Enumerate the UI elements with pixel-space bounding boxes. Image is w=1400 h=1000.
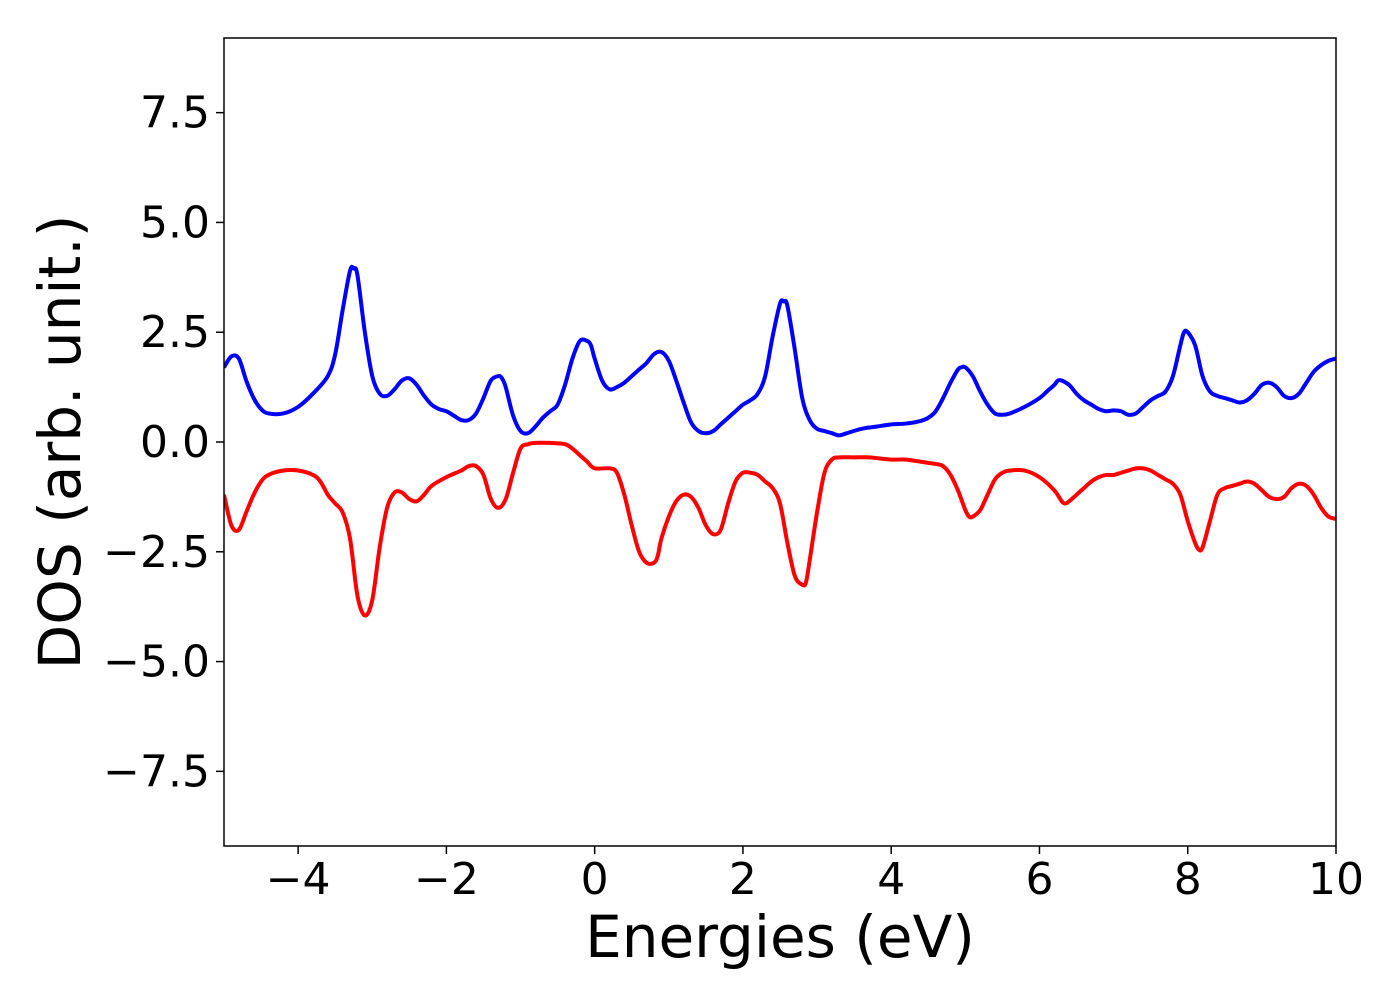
x-axis-label: Energies (eV): [585, 903, 975, 971]
y-axis-label: DOS (arb. unit.): [26, 215, 94, 670]
x-tick-label: 8: [1174, 854, 1202, 905]
x-axis: −4 −2 0 2 4 6 8 10: [266, 846, 1364, 905]
y-tick-label: 7.5: [140, 88, 210, 139]
x-tick-label: 2: [729, 854, 757, 905]
y-tick-label: −5.0: [103, 637, 210, 688]
series-line-spin-down: [224, 440, 1336, 618]
series-line-spin-up: [224, 264, 1336, 438]
x-tick-label: 4: [877, 854, 905, 905]
series-layer: [224, 264, 1336, 618]
x-tick-label: −2: [414, 854, 479, 905]
x-tick-label: 10: [1308, 854, 1364, 905]
y-axis: 7.5 5.0 2.5 0.0 −2.5 −5.0 −7.5: [103, 88, 224, 797]
y-tick-label: −2.5: [103, 527, 210, 578]
x-tick-label: 6: [1025, 854, 1053, 905]
y-tick-label: −7.5: [103, 746, 210, 797]
y-tick-label: 0.0: [140, 417, 210, 468]
x-tick-label: −4: [266, 854, 331, 905]
x-tick-label: 0: [581, 854, 609, 905]
y-tick-label: 2.5: [140, 307, 210, 358]
y-tick-label: 5.0: [140, 197, 210, 248]
